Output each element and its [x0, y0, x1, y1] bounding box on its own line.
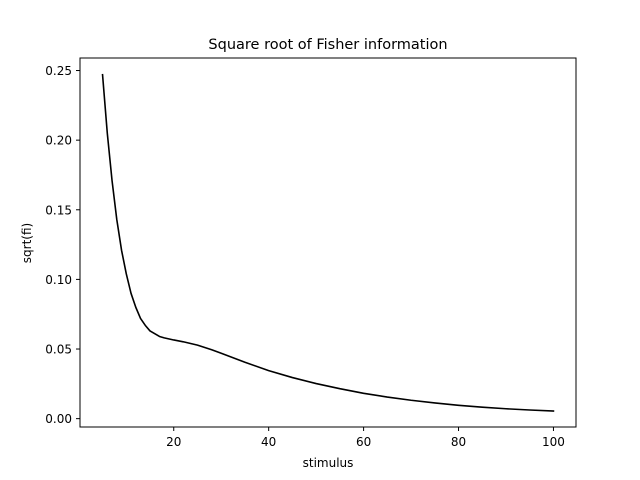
x-tick-label: 40 — [261, 435, 276, 449]
y-tick-label: 0.25 — [45, 64, 72, 78]
x-axis: 20 40 60 80 100 — [166, 427, 565, 449]
y-tick-label: 0.05 — [45, 343, 72, 357]
plot-area — [101, 73, 555, 412]
x-axis-label: stimulus — [303, 456, 354, 470]
y-tick-label: 0.20 — [45, 134, 72, 148]
chart-title: Square root of Fisher information — [208, 37, 447, 53]
x-tick-label: 80 — [451, 435, 466, 449]
series-line-1 — [101, 73, 555, 412]
y-tick-label: 0.15 — [45, 203, 72, 217]
y-axis-label: sqrt(fi) — [20, 223, 34, 263]
x-tick-label: 100 — [542, 435, 565, 449]
x-tick-label: 60 — [356, 435, 371, 449]
y-tick-label: 0.10 — [45, 273, 72, 287]
y-tick-label: 0.00 — [45, 412, 72, 426]
y-axis: 0.00 0.05 0.10 0.15 0.20 0.25 — [45, 64, 80, 426]
x-tick-label: 20 — [166, 435, 181, 449]
axes-frame — [79, 57, 577, 428]
